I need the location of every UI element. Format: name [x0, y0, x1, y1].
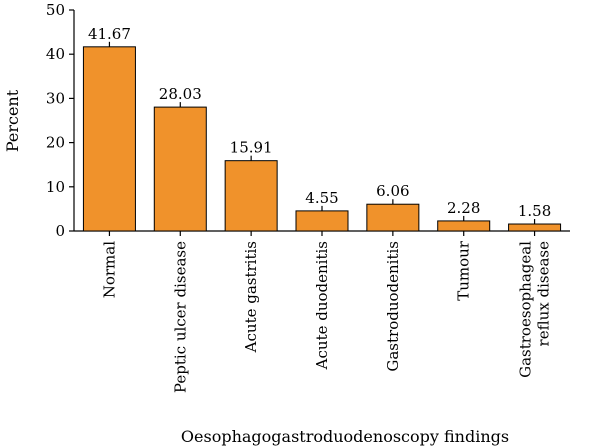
bar — [82, 46, 136, 232]
x-category-label: Tumour — [455, 240, 473, 301]
y-tick-label: 0 — [55, 222, 65, 240]
bar — [224, 160, 278, 232]
x-category-label: Normal — [100, 241, 118, 298]
x-category-label: reflux disease — [535, 241, 553, 347]
y-tick-label: 20 — [46, 134, 65, 152]
chart-labels: 41.67 Normal 28.03 Peptic ulcer disease 15.9… — [88, 25, 553, 393]
bar — [153, 106, 207, 232]
x-category-label: Gastroduodenitis — [384, 241, 402, 372]
chart-bars — [82, 41, 562, 232]
data-label: 6.06 — [376, 182, 409, 200]
y-tick-label: 30 — [46, 89, 65, 107]
y-tick-label: 50 — [46, 1, 65, 19]
y-axis-title: Percent — [3, 89, 22, 152]
y-tick-label: 10 — [46, 178, 65, 196]
bar — [508, 223, 562, 232]
bar — [437, 220, 491, 232]
data-label: 2.28 — [447, 199, 480, 217]
data-label: 41.67 — [88, 25, 131, 43]
x-category-label: Acute gastritis — [242, 241, 260, 353]
x-category-label: Acute duodenitis — [313, 241, 331, 370]
data-label: 15.91 — [230, 139, 273, 157]
x-category-label: Peptic ulcer disease — [171, 241, 189, 393]
bar — [295, 210, 349, 232]
x-category-label: Gastroesophageal — [517, 241, 535, 378]
data-label: 28.03 — [159, 85, 202, 103]
data-label: 4.55 — [305, 189, 338, 207]
y-tick-label: 40 — [46, 45, 65, 63]
data-label: 1.58 — [518, 202, 551, 220]
x-axis-title: Oesophagogastroduodenoscopy findings — [181, 427, 509, 446]
bar — [366, 203, 420, 232]
